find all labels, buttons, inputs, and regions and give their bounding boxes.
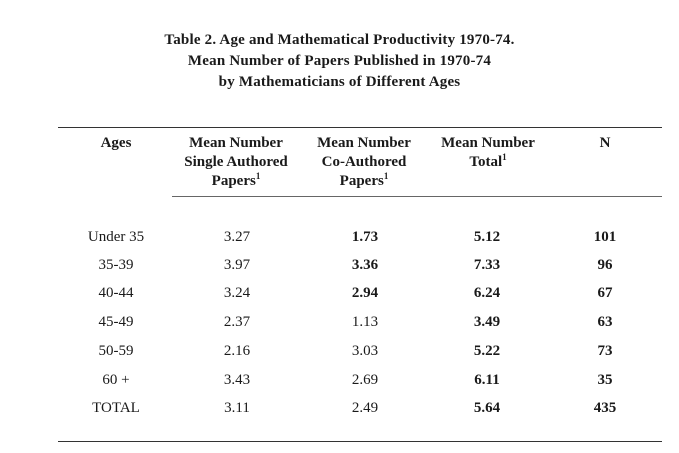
header-single-line-1: Mean Number (189, 135, 283, 151)
row-45-49-total: 3.49 (473, 314, 501, 330)
row-60-plus-single: 3.43 (223, 372, 251, 388)
bottom-rule (58, 441, 662, 442)
row-60-plus-co: 2.69 (351, 372, 379, 388)
row-60-plus-age: 60 + (102, 372, 130, 388)
header-single-authored: Mean Number Single Authored Papers1 (168, 134, 304, 191)
header-co-authored: Mean Number Co-Authored Papers1 (302, 134, 426, 191)
row-35-39-single: 3.97 (223, 257, 251, 273)
table-title-line-2: Mean Number of Papers Published in 1970-… (187, 53, 492, 69)
row-under-35-age: Under 35 (87, 229, 145, 245)
header-ages: Ages (68, 134, 164, 153)
header-total-footnote: 1 (502, 152, 507, 162)
row-under-35-total: 5.12 (473, 229, 501, 245)
row-total-single: 3.11 (224, 400, 250, 416)
header-n: N (570, 134, 640, 153)
header-co-footnote: 1 (383, 171, 389, 181)
top-rule (58, 127, 662, 128)
row-45-49-n: 63 (597, 314, 613, 330)
row-under-35-co: 1.73 (351, 229, 379, 245)
row-35-39-co: 3.36 (351, 257, 379, 273)
header-single-footnote: 1 (255, 171, 261, 181)
header-rule (172, 196, 662, 197)
row-50-59-single: 2.16 (223, 343, 251, 359)
row-35-39-total: 7.33 (473, 257, 501, 273)
row-45-49-co: 1.13 (351, 314, 379, 330)
row-total-age: TOTAL (92, 400, 140, 416)
header-co-line-3: Papers1 (339, 171, 389, 190)
row-35-39-n: 96 (597, 257, 613, 273)
table-title-line-1: Table 2. Age and Mathematical Productivi… (164, 32, 515, 48)
row-50-59-total: 5.22 (473, 343, 501, 359)
row-40-44-n: 67 (597, 285, 613, 301)
row-total-total: 5.64 (473, 400, 501, 416)
header-co-line-1: Mean Number (317, 135, 411, 151)
row-total-n: 435 (593, 400, 617, 416)
row-45-49-single: 2.37 (223, 314, 251, 330)
row-under-35-n: 101 (593, 229, 617, 245)
header-single-line-2: Single Authored (184, 154, 288, 170)
row-40-44-total: 6.24 (473, 285, 501, 301)
header-co-line-2: Co-Authored (321, 154, 407, 170)
header-single-line-3: Papers1 (211, 171, 261, 190)
row-35-39-age: 35-39 (98, 257, 134, 273)
row-60-plus-total: 6.11 (474, 372, 500, 388)
row-60-plus-n: 35 (597, 372, 613, 388)
header-total-line-1: Mean Number (441, 135, 535, 151)
row-under-35-single: 3.27 (223, 229, 251, 245)
row-40-44-age: 40-44 (98, 285, 134, 301)
row-45-49-age: 45-49 (98, 314, 134, 330)
row-total-co: 2.49 (351, 400, 379, 416)
row-40-44-co: 2.94 (351, 285, 379, 301)
header-ages-label: Ages (100, 135, 132, 151)
row-40-44-single: 3.24 (223, 285, 251, 301)
header-n-label: N (599, 135, 611, 151)
row-50-59-n: 73 (597, 343, 613, 359)
header-total: Mean Number Total1 (426, 134, 550, 172)
row-50-59-age: 50-59 (98, 343, 134, 359)
header-total-line-2: Total1 (469, 152, 507, 171)
table-title-line-3: by Mathematicians of Different Ages (218, 74, 461, 90)
row-50-59-co: 3.03 (351, 343, 379, 359)
